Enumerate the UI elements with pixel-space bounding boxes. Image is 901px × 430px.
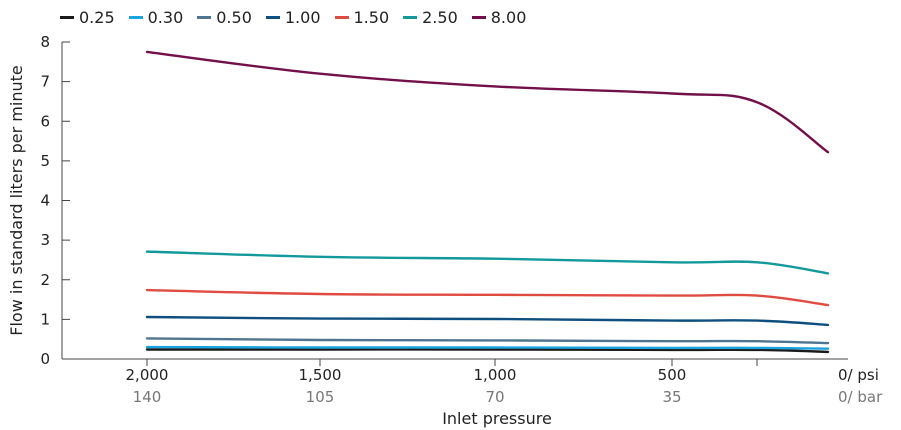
legend-item: 0.25 [60, 8, 115, 27]
series-line-1.00 [145, 315, 830, 327]
x-tick-label-bar: 35 [662, 388, 681, 406]
x-tick-label-psi: 1,000 [474, 366, 517, 384]
legend-label: 2.50 [422, 8, 458, 27]
legend-swatch [471, 16, 486, 19]
legend-swatch [403, 16, 418, 19]
legend-item: 8.00 [471, 8, 527, 27]
y-tick-label: 2 [40, 271, 50, 289]
y-tick-label: 5 [40, 152, 50, 170]
y-axis-title: Flow in standard liters per minute [7, 65, 26, 335]
legend: 0.25 0.30 0.50 1.00 1.50 2.50 8.00 [60, 8, 526, 27]
legend-label: 1.00 [284, 8, 321, 27]
x-tick-label-bar: 0/ bar [838, 388, 883, 406]
y-tick-label: 4 [40, 192, 50, 210]
x-tick-label-psi: 0/ psi [838, 366, 879, 384]
series-line-0.25 [145, 348, 830, 354]
series-line-8.00 [145, 50, 830, 154]
legend-item: 1.00 [265, 8, 321, 27]
x-tick-label-bar: 105 [306, 388, 335, 406]
legend-label: 8.00 [490, 8, 527, 27]
legend-label: 0.25 [79, 8, 115, 27]
legend-swatch [128, 16, 143, 19]
x-tick-label-psi: 1,500 [299, 366, 342, 384]
series-line-0.50 [145, 337, 830, 345]
legend-item: 0.30 [128, 8, 184, 27]
x-tick-label-bar: 140 [133, 388, 162, 406]
x-tick-label-psi: 2,000 [126, 366, 169, 384]
legend-swatch [265, 16, 280, 19]
y-tick-label: 8 [40, 33, 50, 51]
x-tick-label-psi: 500 [658, 366, 687, 384]
legend-item: 2.50 [403, 8, 458, 27]
y-tick-label: 0 [40, 350, 50, 368]
legend-label: 0.30 [147, 8, 184, 27]
x-tick-label-bar: 70 [485, 388, 504, 406]
series-line-0.30 [145, 345, 830, 350]
legend-item: 1.50 [334, 8, 390, 27]
legend-item: 0.50 [197, 8, 252, 27]
x-axis-title: Inlet pressure [442, 409, 552, 428]
series-line-2.50 [145, 250, 830, 275]
legend-label: 1.50 [353, 8, 390, 27]
legend-swatch [197, 16, 212, 19]
legend-swatch [60, 16, 74, 19]
series-line-1.50 [145, 288, 830, 307]
y-tick-label: 3 [40, 231, 50, 249]
y-tick-label: 1 [40, 310, 50, 328]
legend-swatch [334, 16, 349, 19]
y-tick-label: 6 [40, 112, 50, 130]
y-tick-label: 7 [40, 73, 50, 91]
legend-label: 0.50 [216, 8, 252, 27]
